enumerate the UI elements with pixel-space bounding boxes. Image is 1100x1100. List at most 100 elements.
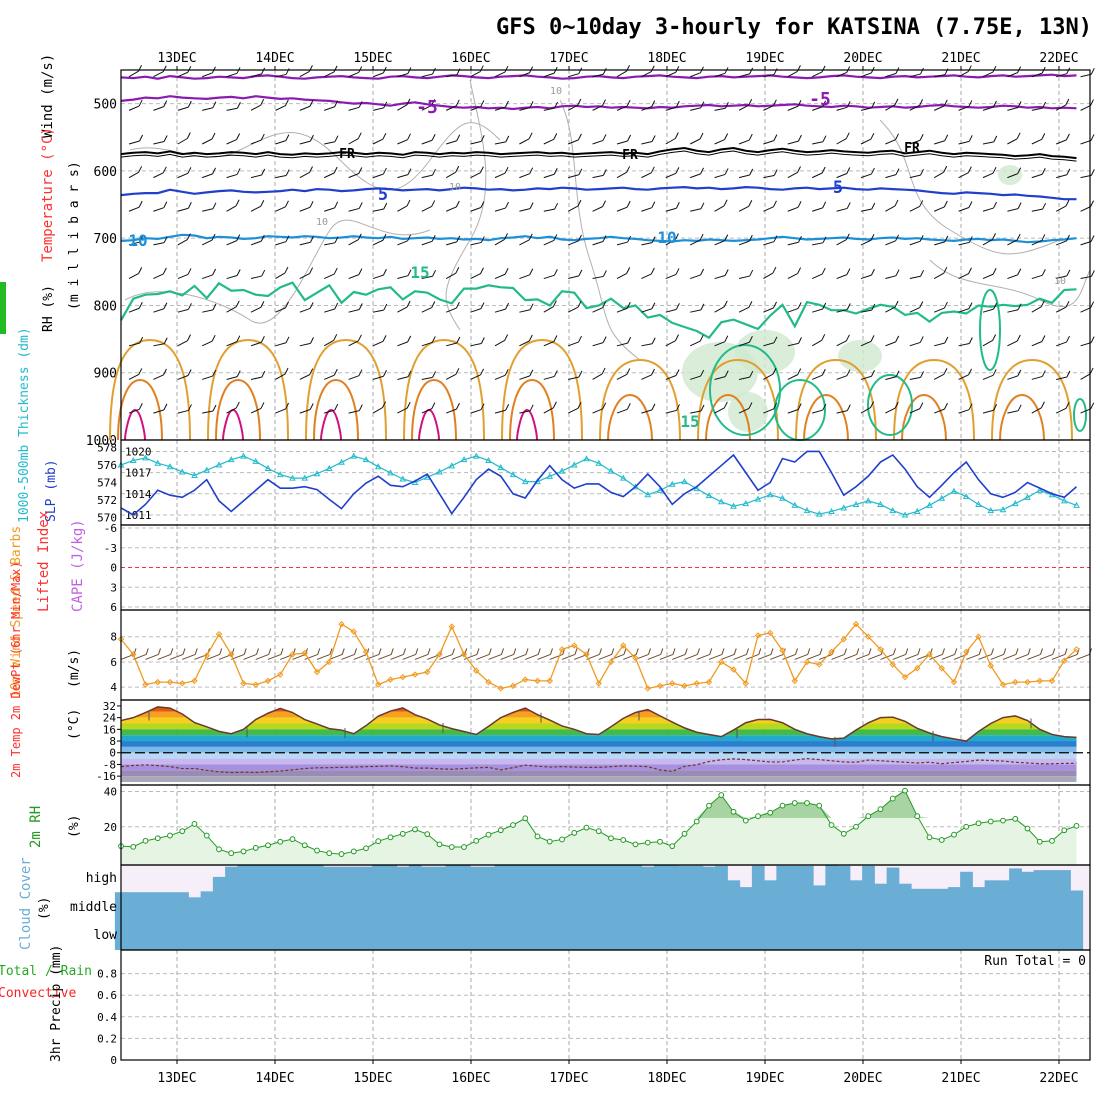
wind-barb-feather [1065,402,1070,409]
bottom-date-label: 20DEC [843,1071,882,1086]
isotherm-20 [795,358,877,441]
wind-barb [494,340,505,347]
wind10-barb-feather [158,648,161,655]
bottom-date-label: 18DEC [647,1071,686,1086]
wind-barb-feather [895,370,900,378]
isotherm-20 [109,338,191,441]
wind-barb [958,241,970,246]
wind-barb-feather [455,368,460,375]
rh-point [730,808,737,815]
top-date-label: 13DEC [157,51,196,66]
wind-barb-feather [260,234,265,242]
wind-barb-feather [310,337,314,344]
wind-barb [275,206,286,212]
wind-barb [494,273,506,280]
wind-barb-feather [821,166,826,174]
wind-barb [763,307,774,313]
wind-barb-feather [235,401,240,409]
wind-barb [1080,342,1092,347]
wind10-barb-feather [537,648,541,655]
wind-barb-feather [138,200,143,208]
wind-barb [494,71,506,78]
wind10-barb-feather [476,648,480,655]
wind-barb [470,273,481,279]
wind-barb-feather [577,402,582,409]
wind-barb-feather [773,402,778,410]
wind-barb-feather [309,201,314,208]
wind-barb-feather [382,335,387,342]
wind-barb-feather [334,135,339,142]
thickness-point [877,500,884,507]
wind-barb [690,208,702,212]
wind-barb-feather [651,236,656,243]
wind-barb [763,408,774,414]
wind10-point [228,651,235,658]
rh-point [363,845,369,852]
wind10-barb-feather [145,648,149,655]
wind-barb-feather [504,268,509,275]
wind10-barb [904,653,919,660]
wind-barb-feather [626,302,631,309]
wind-barb [202,72,213,78]
temp-color-band [121,776,1077,782]
wind-barb-feather [1017,167,1022,174]
wind-barb-feather [602,169,607,176]
wind-barb [568,341,579,347]
wind-barb [324,308,335,313]
wind10-barb [537,653,551,660]
isotherm-25 [117,378,163,441]
wind10-line [120,623,1077,690]
wind-barb [592,342,604,347]
wind-barb-feather [553,133,558,140]
wind-barb [202,410,214,414]
wind-barb-feather [333,334,338,341]
wind-barb-feather [968,302,973,309]
wind-barb-feather [529,268,534,276]
thickness-point [840,504,848,511]
rh-point [669,843,676,850]
wind10-point [926,651,933,658]
wind10-point [460,651,468,658]
wind10-point [828,648,835,656]
wind10-point [558,646,566,653]
wind-barb [250,407,262,414]
rh-point [706,802,712,809]
wind-barb-feather [626,166,631,173]
wind-barb-feather [919,402,924,409]
wind-barb [787,374,798,380]
thickness-point [889,507,897,514]
wind10-point [963,648,970,656]
isotherm-20 [501,338,583,441]
wind10-barb-feather [635,648,639,655]
wind-barb [470,172,481,179]
wind10-barb-feather [1015,648,1019,655]
wind10-barb-feather [513,648,517,655]
wind10-point [473,667,480,674]
wind-barb [202,309,214,313]
wind-barb-feather [674,233,679,240]
rh-point [350,848,357,855]
wind-barb-feather [797,403,802,410]
wind-barb-feather [675,268,680,275]
wind-barb [275,408,286,414]
cloud-bar [225,866,238,950]
wind-barb-feather [650,65,655,72]
wind-barb [1055,104,1067,111]
wind-barb-feather [944,336,949,344]
precip-tick-label: 0.8 [97,968,117,981]
wind10-barb-feather [341,648,345,655]
wind-barb-feather [749,269,754,277]
wind-barb [811,339,822,347]
wind-barb [787,172,798,179]
isotherm-label: 5 [833,178,843,198]
wind-barb [543,306,554,313]
wind-barb [763,272,774,279]
wind10-barb-feather [648,648,651,655]
rh-point [767,809,774,816]
wind-barb-feather [285,134,290,141]
wind10-barb-feather [807,648,811,655]
wind-barb [934,241,945,246]
wind-barb-feather [798,337,802,344]
wind-barb [885,174,897,179]
wind-barb [1031,239,1043,246]
